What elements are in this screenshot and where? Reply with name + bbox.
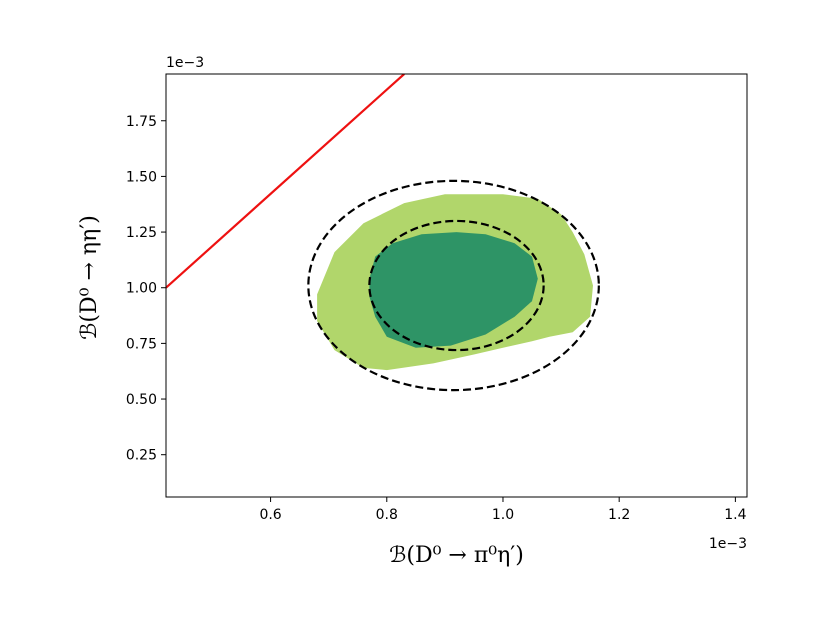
x-tick-label: 1.0 [492,507,514,523]
x-tick-label: 1.2 [608,507,630,523]
outer-dashed-ellipse [307,179,600,392]
x-tick-label: 0.8 [376,507,398,523]
y-tick-label: 0.25 [126,448,157,464]
x-axis-ticks: 0.6 0.8 1.0 1.2 1.4 [259,497,747,523]
inner-dashed-ellipse [368,219,545,352]
y-axis-label: ℬ(D⁰ → ηη′) [77,215,102,340]
plot-frame [165,73,748,498]
inner-confidence-region [369,232,538,348]
y-offset-label: 1e−3 [166,55,204,71]
confidence-ellipses [307,179,600,392]
y-tick-label: 1.50 [126,169,157,185]
x-axis-label: ℬ(D⁰ → π⁰η′) [389,543,524,568]
constraint-lines [166,74,405,289]
confidence-regions [317,194,593,371]
y-tick-label: 1.75 [126,114,157,130]
y-tick-label: 1.25 [126,225,157,241]
y-tick-label: 1.00 [126,281,157,297]
y-tick-label: 0.75 [126,336,157,352]
red-constraint-line [166,74,405,289]
y-tick-label: 0.50 [126,392,157,408]
x-offset-label: 1e−3 [709,536,747,552]
x-tick-label: 1.4 [724,507,746,523]
x-tick-label: 0.6 [259,507,281,523]
y-axis-ticks: 0.25 0.50 0.75 1.00 1.25 1.50 1.75 [126,114,166,464]
